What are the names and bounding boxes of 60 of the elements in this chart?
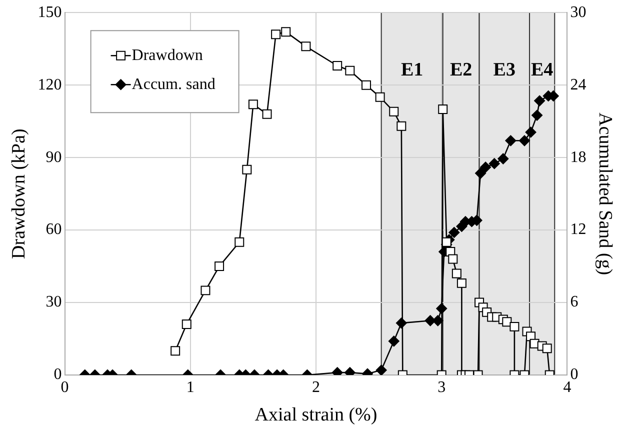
- band-label: E2: [450, 60, 472, 81]
- point: [242, 164, 252, 174]
- point: [510, 322, 520, 332]
- band-label: E3: [493, 60, 516, 81]
- point: [170, 346, 180, 356]
- point: [200, 286, 210, 296]
- point: [438, 104, 448, 114]
- point: [448, 254, 458, 264]
- x-axis-title: Axial strain (%): [254, 404, 378, 426]
- point: [475, 168, 486, 179]
- y-axis-title: Drawdown (kPa): [8, 128, 30, 259]
- y2-tick-label: 30: [570, 4, 586, 21]
- point: [502, 317, 512, 327]
- band-label: E1: [400, 60, 424, 81]
- y2-tick-label: 12: [570, 221, 586, 238]
- y2-axis-title: Acumulated Sand (g): [594, 112, 616, 276]
- point: [234, 237, 244, 247]
- point: [214, 262, 224, 272]
- point: [345, 66, 355, 76]
- point: [525, 126, 536, 138]
- x-tick-label: 3: [438, 378, 446, 396]
- point: [452, 268, 462, 278]
- point: [396, 121, 406, 131]
- point: [375, 92, 385, 102]
- x-tick-label: 1: [186, 378, 194, 396]
- point: [532, 110, 543, 121]
- point: [480, 162, 492, 173]
- point: [518, 135, 530, 146]
- y-tick-label: 120: [38, 76, 62, 94]
- point: [448, 226, 460, 238]
- y2-tick-label: 6: [570, 294, 578, 311]
- point: [332, 61, 342, 70]
- point: [542, 344, 552, 354]
- point: [456, 278, 466, 288]
- point: [262, 109, 272, 119]
- y2-tick-label: 0: [570, 366, 578, 384]
- x-tick-label: 4: [563, 378, 572, 396]
- x-tick-label: 2: [312, 378, 320, 396]
- point: [182, 320, 192, 330]
- point: [301, 42, 311, 52]
- legend-label: Drawdown: [132, 46, 203, 64]
- y-tick-label: 0: [54, 366, 62, 384]
- point: [248, 100, 258, 110]
- point: [389, 106, 399, 116]
- point: [271, 30, 281, 40]
- y-tick-label: 60: [46, 221, 62, 238]
- y2-tick-label: 24: [570, 76, 586, 94]
- legend-label: Accum. sand: [132, 76, 216, 93]
- y-tick-label: 30: [46, 294, 62, 311]
- y2-tick-label: 18: [570, 148, 586, 166]
- point: [488, 158, 500, 170]
- point: [442, 237, 452, 247]
- point: [281, 27, 291, 37]
- band-label: E4: [530, 60, 554, 81]
- point: [498, 153, 509, 164]
- y-tick-label: 90: [46, 148, 62, 166]
- y-tick-label: 150: [38, 4, 62, 21]
- point: [505, 135, 516, 146]
- point: [534, 95, 546, 106]
- point: [362, 80, 371, 90]
